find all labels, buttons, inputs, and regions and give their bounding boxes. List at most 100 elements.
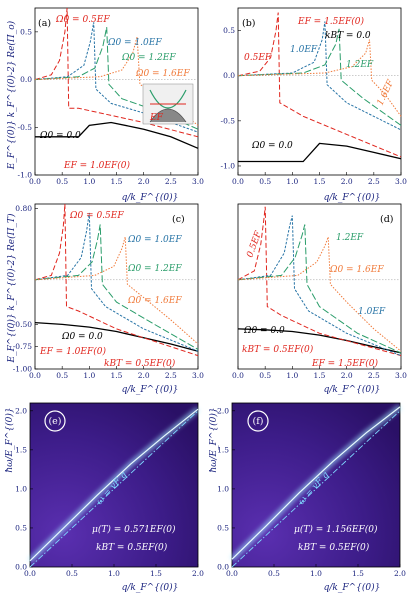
y-tick-label-f-3: 0.5 — [217, 523, 229, 532]
ann-b-0: EF = 1.5EF(0) — [297, 16, 364, 27]
x-tick-label-d-2: 1.0 — [286, 371, 298, 380]
y-tick-label-a-1: 0.0 — [20, 75, 32, 84]
panel-a: 0.0 0.5 1.0 1.5 2.0 2.5 3.00.50.0-0.5-1.0 (a) … — [6, 7, 204, 203]
plasmon-line-f — [231, 406, 401, 560]
series-line-c-4 — [34, 236, 199, 345]
ann-f-2: kBT = 0.5EF(0) — [298, 542, 370, 553]
panel-e-xlabel: q/k_F^{(0)} — [122, 582, 179, 593]
panel-f-label: (f) — [253, 416, 264, 427]
series-line-d-4 — [237, 236, 402, 352]
x-tick-label-f-0: 0.0 — [226, 569, 238, 578]
panel-f-label-circle: (f) — [247, 410, 269, 432]
x-tick-label-c-1: 0.5 — [56, 371, 68, 380]
series-line-c-1 — [34, 203, 199, 357]
series-line-a-1 — [34, 7, 199, 138]
ann-c-4: Ω0 = 0.0 — [61, 332, 103, 342]
x-tick-label-a-2: 1.0 — [83, 177, 95, 186]
y-tick-label-f-1: 1.5 — [217, 445, 229, 454]
panel-d-ticks: 0.0 0.5 1.0 1.5 2.0 2.5 3.0 — [232, 366, 407, 380]
panel-b-xlabel: q/k_F^{(0)} — [324, 192, 381, 203]
panel-d-label: (d) — [380, 214, 394, 225]
x-tick-label-b-3: 1.5 — [314, 177, 326, 186]
y-tick-label-e-1: 1.5 — [15, 445, 27, 454]
panel-e: 0.0 0.5 1.0 1.5 2.0 2.0 1.5 1.0 0.5 0.0 (e) ħω/E_… — [4, 402, 204, 593]
x-tick-label-b-2: 1.0 — [286, 177, 298, 186]
ann-d-3: 1.0EF — [358, 307, 386, 317]
y-tick-label-f-2: 1.0 — [217, 484, 229, 493]
x-tick-label-b-4: 2.0 — [341, 177, 353, 186]
x-tick-label-a-0: 0.0 — [29, 177, 41, 186]
x-tick-label-a-1: 0.5 — [56, 177, 68, 186]
y-tick-label-a-3: -1.0 — [18, 171, 33, 180]
x-tick-label-e-4: 2.0 — [192, 569, 204, 578]
ann-c-0: Ω0 = 0.5EF — [69, 211, 124, 221]
y-tick-label-b-3: -1.0 — [221, 161, 236, 170]
panel-e-ticks: 0.0 0.5 1.0 1.5 2.0 2.0 1.5 1.0 0.5 0.0 — [15, 406, 204, 578]
ann-d-0: 0.5EF — [245, 229, 264, 259]
ann-a-3: Ω0 = 1.6EF — [135, 69, 190, 79]
y-tick-label-e-0: 2.0 — [15, 406, 27, 415]
series-line-c-3 — [34, 224, 199, 350]
series-line-a-2 — [34, 22, 199, 133]
x-tick-label-e-3: 1.5 — [150, 569, 162, 578]
x-tick-label-f-1: 0.5 — [268, 569, 280, 578]
x-tick-label-c-6: 3.0 — [192, 371, 204, 380]
y-tick-label-c-0: 0.80 — [15, 204, 32, 213]
ann-c-6: kBT = 0.5EF(0) — [104, 358, 176, 369]
ann-b-3: 1.0EF — [290, 45, 318, 55]
panel-e-ylabel: ħω/E_F^{(0)} — [4, 407, 15, 472]
x-tick-label-e-2: 1.0 — [108, 569, 120, 578]
series-line-b-1 — [237, 12, 402, 158]
panel-b: 0.0 0.5 1.0 1.5 2.0 2.5 3.00.50.0-0.5-1.0 (b) … — [221, 7, 407, 203]
panel-f-xlabel: q/k_F^{(0)} — [324, 582, 381, 593]
y-tick-label-f-0: 2.0 — [217, 406, 229, 415]
y-tick-label-b-1: 0.0 — [223, 71, 235, 80]
panel-a-label: (a) — [38, 18, 51, 29]
x-tick-label-c-4: 2.0 — [138, 371, 150, 380]
panel-e-label-circle: (e) — [44, 410, 66, 432]
y-tick-label-c-2: -0.75 — [13, 342, 32, 351]
ann-e-2: kBT = 0.5EF(0) — [96, 542, 168, 553]
ann-c-5: EF = 1.0EF(0) — [39, 346, 106, 357]
panel-c-label: (c) — [172, 214, 185, 225]
x-tick-label-d-6: 3.0 — [395, 371, 407, 380]
ann-a-5: EF = 1.0EF(0) — [63, 160, 130, 171]
panel-b-ticks: 0.0 0.5 1.0 1.5 2.0 2.5 3.0 0.5 0.0 -0.5 -1.0 — [221, 26, 407, 186]
x-tick-label-c-3: 1.5 — [111, 371, 123, 380]
ann-e-1: μ(T) = 0.571EF(0) — [92, 524, 176, 535]
ann-a-6: EF — [149, 113, 164, 123]
ann-a-1: Ω0 = 1.0EF — [107, 38, 162, 48]
panel-b-label: (b) — [242, 18, 256, 29]
x-tick-label-f-2: 1.0 — [310, 569, 322, 578]
x-tick-label-d-4: 2.0 — [341, 371, 353, 380]
x-tick-label-b-1: 0.5 — [259, 177, 271, 186]
series-line-d-2 — [237, 215, 402, 357]
y-tick-label-e-4: 0.0 — [15, 563, 27, 572]
panel-b-lines — [237, 12, 402, 163]
y-tick-label-a-2: -0.5 — [18, 123, 33, 132]
ann-b-2: 0.5EF — [244, 53, 272, 63]
ann-b-6: Ω0 = 0.0 — [251, 141, 293, 151]
panel-c: 0.0 0.5 1.0 1.5 2.0 2.5 3.0 0.80 -0.50 -0.75 -1.00… — [6, 203, 204, 395]
ann-c-1: Ω0 = 1.0EF — [127, 235, 182, 245]
panel-e-label: (e) — [48, 416, 61, 427]
x-tick-label-d-1: 0.5 — [259, 371, 271, 380]
y-tick-label-f-4: 0.0 — [217, 563, 229, 572]
ann-d-5: kBT = 0.5EF(0) — [242, 344, 314, 355]
x-tick-label-f-4: 2.0 — [394, 569, 406, 578]
panel-c-xlabel: q/k_F^{(0)} — [122, 384, 179, 395]
panel-e-lines — [27, 406, 200, 568]
series-line-b-3 — [237, 28, 402, 126]
ann-d-6: EF = 1.5EF(0) — [311, 358, 378, 369]
ann-a-0: Ω0 = 0.5EF — [55, 15, 110, 25]
y-tick-label-e-2: 1.0 — [15, 484, 27, 493]
x-tick-label-d-3: 1.5 — [314, 371, 326, 380]
panel-c-lines — [34, 203, 199, 357]
panel-c-ylabel: E_F^{(0)} k_F^{(0)-2} Re(Π_T) — [6, 213, 17, 363]
x-tick-label-b-5: 2.5 — [368, 177, 380, 186]
series-line-d-1 — [237, 206, 402, 357]
x-tick-label-a-5: 2.5 — [165, 177, 177, 186]
x-tick-label-c-0: 0.0 — [29, 371, 41, 380]
panel-f-ticks: 0.0 0.5 1.0 1.5 2.0 2.0 1.5 1.0 0.5 0.0 — [217, 406, 406, 578]
